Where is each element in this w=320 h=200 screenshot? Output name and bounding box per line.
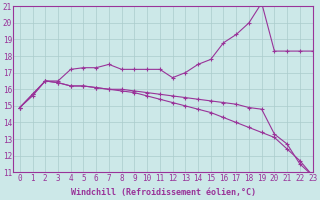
- X-axis label: Windchill (Refroidissement éolien,°C): Windchill (Refroidissement éolien,°C): [70, 188, 255, 197]
